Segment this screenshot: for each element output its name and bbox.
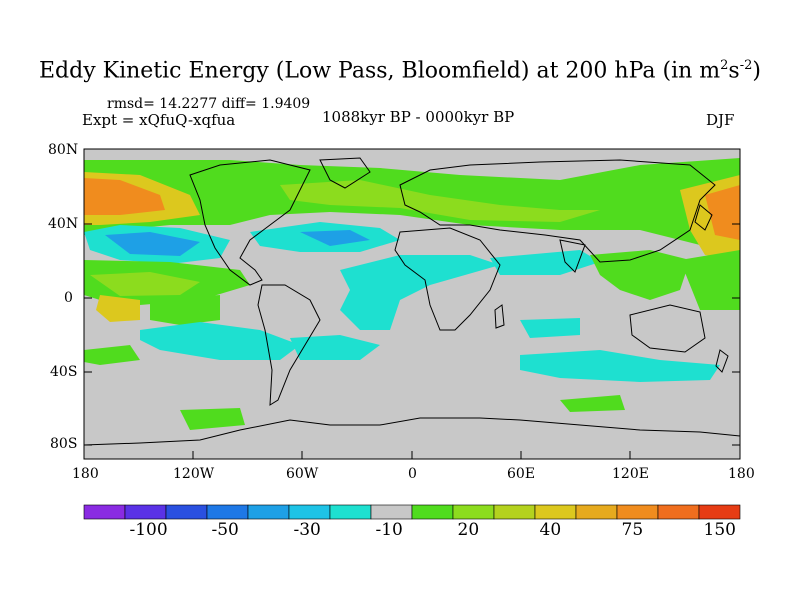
japan-coast [694,204,713,231]
india-coast [559,239,586,273]
field-indian-green [590,250,690,300]
colorbar-swatch [288,504,331,520]
greenland-coast [319,157,371,189]
new-zealand-coast [715,349,729,373]
north-america-coast [189,159,311,286]
map-field [84,149,740,459]
experiment-label: Expt = xQfuQ-xqfua [82,111,236,129]
field-east-pacific-green [150,295,220,325]
colorbar-swatch [698,504,741,520]
lat-label-80s: 80S [50,436,78,452]
period-label: 1088kyr BP - 0000kyr BP [322,108,515,126]
lat-label-40s: 40S [50,364,78,380]
colorbar-label: 150 [703,520,736,540]
colorbar-label: -10 [375,520,403,540]
field-west-pacific-orange [705,185,740,240]
colorbar-label: -30 [293,520,321,540]
colorbar-swatch [616,504,659,520]
lon-label-60w: 60W [286,466,319,482]
colorbar-swatch [165,504,208,520]
colorbar-swatch [411,504,454,520]
lon-label-120w: 120W [173,466,215,482]
lon-label-60e: 60E [507,466,536,482]
colorbar-swatch [124,504,167,520]
colorbar [83,504,741,520]
lat-label-40n: 40N [48,216,79,232]
colorbar-label: 40 [539,520,562,540]
lon-label-180e: 180 [728,466,755,482]
south-america-coast [257,284,321,406]
field-south-atlantic-cyan [290,335,380,360]
lat-label-0: 0 [64,290,73,306]
field-indian-cyan [490,250,600,275]
madagascar-coast [494,304,505,329]
africa-coast [394,227,501,331]
colorbar-swatch [493,504,536,520]
lon-label-120e: 120E [612,466,649,482]
field-east-asia-green [680,250,740,310]
lat-label-80n: 80N [48,142,79,158]
map-title: Eddy Kinetic Energy (Low Pass, Bloomfiel… [39,58,761,84]
lon-ticks [83,451,741,459]
stats-label: rmsd= 14.2277 diff= 1.9409 [107,96,311,112]
eurasia-coast [399,159,716,263]
antarctica-coast [84,417,740,446]
field-southern-green-1 [180,408,245,430]
colorbar-swatch [206,504,249,520]
lon-label-180w: 180 [72,466,99,482]
lat-ticks [84,148,740,446]
field-band-subtropic-blue-2 [300,230,370,246]
coastlines [189,157,729,406]
colorbar-swatch [83,504,126,520]
lon-label-0: 0 [408,466,417,482]
field-south-indian-cyan [520,318,580,338]
field-tropical-yellow [96,295,140,322]
colorbar-swatch [370,504,413,520]
colorbar-label: -50 [211,520,239,540]
colorbar-swatch [657,504,700,520]
season-label: DJF [706,111,735,129]
field-north-pacific-orange [84,178,165,215]
colorbar-label: 20 [457,520,480,540]
colorbar-swatch [452,504,495,520]
field-southern-green-2 [560,395,625,412]
colorbar-label: 75 [621,520,644,540]
field-south-pacific-cyan [140,322,300,360]
field-band-north-lightgreen [280,180,600,222]
field-south-ocean-cyan [520,350,720,382]
field-south-pacific-green [84,345,140,365]
field-band-subtropic-blue-1 [105,232,200,256]
field-atlantic-cyan [340,255,500,330]
colorbar-swatch [247,504,290,520]
field-tropical-lightgreen [90,272,200,296]
colorbar-swatch [575,504,618,520]
colorbar-swatch [329,504,372,520]
colorbar-label: -100 [129,520,168,540]
colorbar-swatch [534,504,577,520]
australia-coast [629,304,706,353]
